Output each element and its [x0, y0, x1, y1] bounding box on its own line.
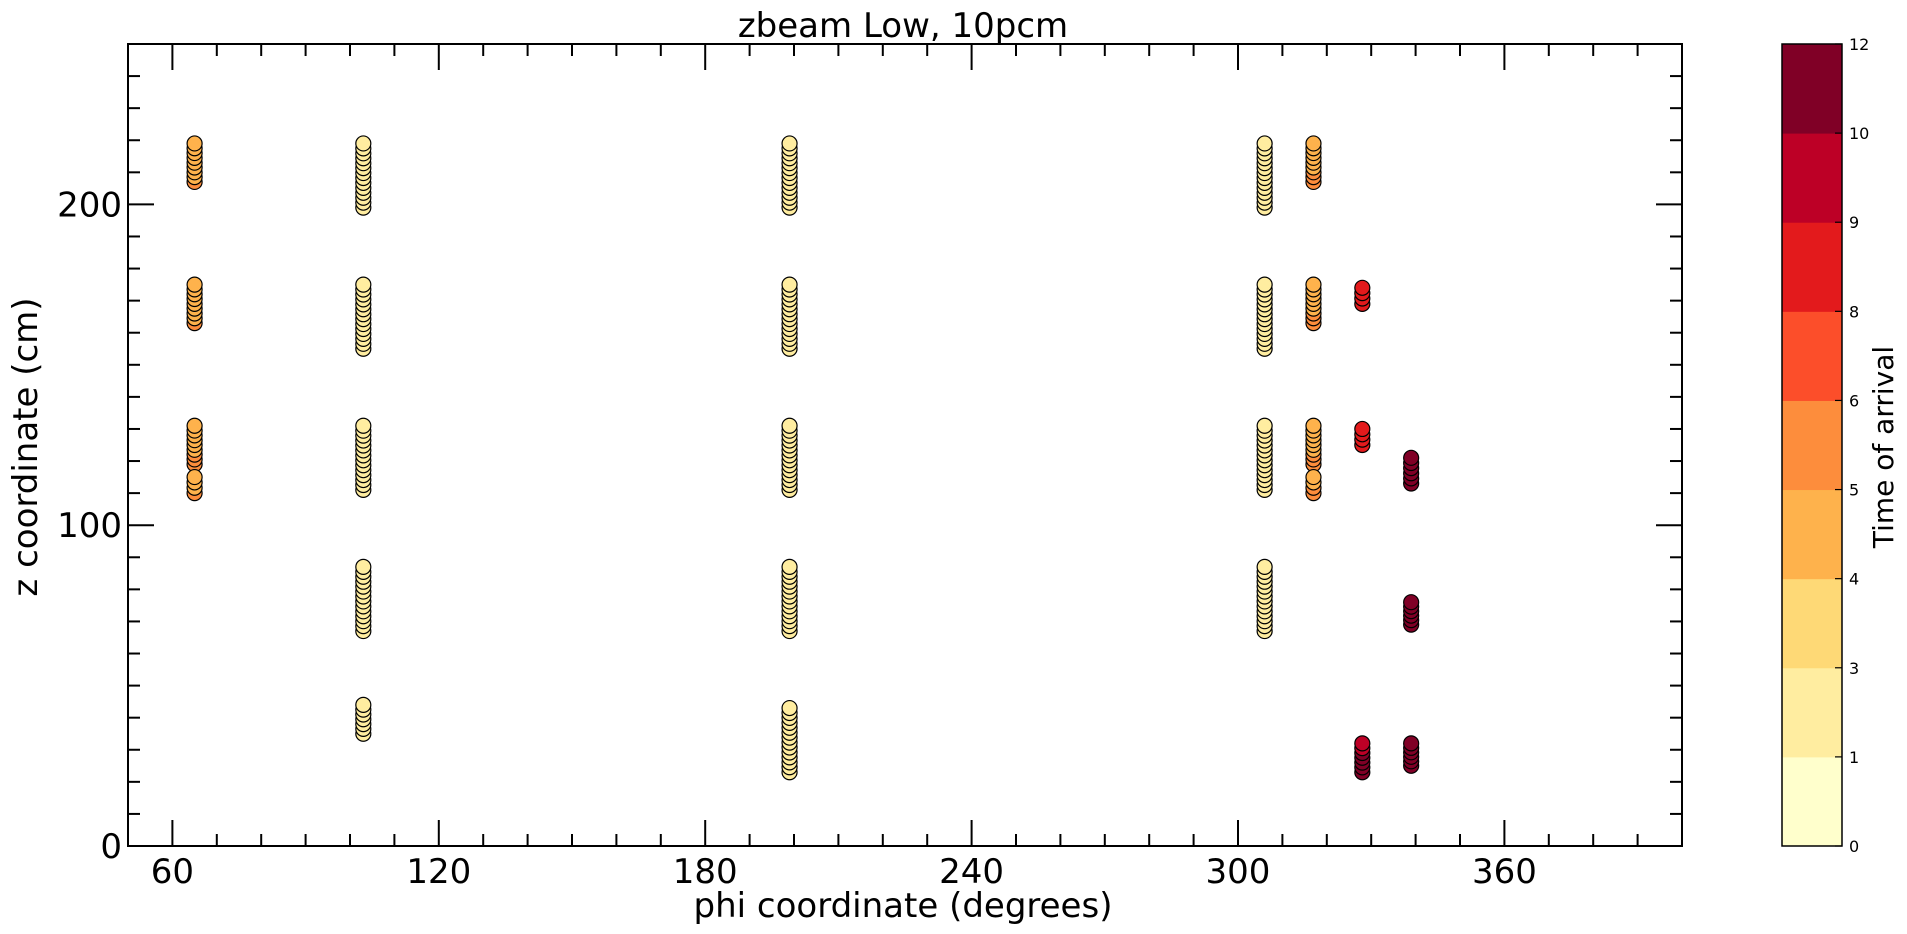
x-tick-label: 60 [151, 852, 194, 892]
colorbar [1781, 43, 1843, 847]
data-point [1256, 276, 1273, 293]
colorbar-band [1782, 667, 1842, 758]
data-point [186, 135, 203, 152]
colorbar-tick-label: 8 [1849, 302, 1859, 321]
data-point [1354, 420, 1371, 438]
data-point [186, 468, 203, 486]
data-point [1256, 135, 1273, 152]
plot-area [127, 43, 1683, 847]
data-point [1403, 735, 1420, 752]
x-tick-label: 300 [1206, 852, 1271, 892]
chart-title: zbeam Low, 10pcm [738, 6, 1068, 46]
axis-ticks [127, 43, 1683, 847]
colorbar-tick-label: 9 [1849, 213, 1859, 232]
y-axis-tick-labels: 0 100 200 [57, 185, 122, 867]
colorbar-band [1782, 44, 1842, 134]
data-point [1354, 279, 1371, 296]
x-tick-label: 120 [406, 852, 471, 892]
data-point [781, 417, 798, 434]
colorbar-label: Time of arrival [1867, 346, 1900, 549]
data-point [355, 417, 372, 434]
y-tick-label: 100 [57, 506, 122, 546]
colorbar-tick-label: 4 [1849, 570, 1859, 589]
data-point [1305, 276, 1322, 293]
data-point [186, 276, 203, 293]
data-point [355, 135, 372, 152]
x-axis-label: phi coordinate (degrees) [694, 886, 1113, 926]
colorbar-band [1782, 578, 1842, 669]
data-point [781, 135, 798, 152]
data-point [355, 558, 372, 576]
data-point [1403, 594, 1420, 611]
colorbar-tick-label: 0 [1849, 837, 1859, 856]
data-point [1305, 417, 1322, 434]
colorbar-frame [1781, 43, 1843, 847]
colorbar-tick-label: 10 [1849, 124, 1869, 143]
x-tick-label: 180 [673, 852, 738, 892]
colorbar-tick-labels: 0 1 3 4 5 6 8 9 10 12 [1835, 35, 1869, 856]
data-points [186, 135, 1420, 781]
colorbar-band [1782, 756, 1842, 847]
colorbar-band [1782, 311, 1842, 401]
data-point [1256, 417, 1273, 434]
data-point [1354, 735, 1371, 752]
data-point [1305, 468, 1322, 486]
data-point [186, 417, 203, 434]
colorbar-tick-label: 12 [1849, 35, 1869, 54]
data-point [1305, 135, 1322, 152]
y-axis-label: z coordinate (cm) [6, 297, 46, 596]
data-point [781, 276, 798, 293]
y-tick-label: 0 [100, 827, 122, 867]
data-point [355, 276, 372, 293]
colorbar-tick-label: 3 [1849, 659, 1859, 678]
data-point [781, 699, 798, 717]
colorbar-band [1782, 400, 1842, 491]
colorbar-tick-label: 5 [1849, 481, 1859, 500]
plot-frame [127, 43, 1683, 847]
colorbar-band [1782, 222, 1842, 312]
x-tick-label: 360 [1472, 852, 1537, 892]
colorbar-tick-label: 1 [1849, 748, 1859, 767]
x-axis-tick-labels: 60 120 180 240 300 360 [151, 852, 1537, 892]
y-tick-label: 200 [57, 185, 122, 225]
data-point [1403, 449, 1420, 466]
data-point [1256, 558, 1273, 576]
colorbar-tick-label: 6 [1849, 391, 1859, 410]
colorbar-band [1782, 133, 1842, 223]
data-point [355, 696, 372, 713]
x-tick-label: 240 [939, 852, 1004, 892]
data-point [781, 558, 798, 576]
colorbar-band [1782, 489, 1842, 580]
